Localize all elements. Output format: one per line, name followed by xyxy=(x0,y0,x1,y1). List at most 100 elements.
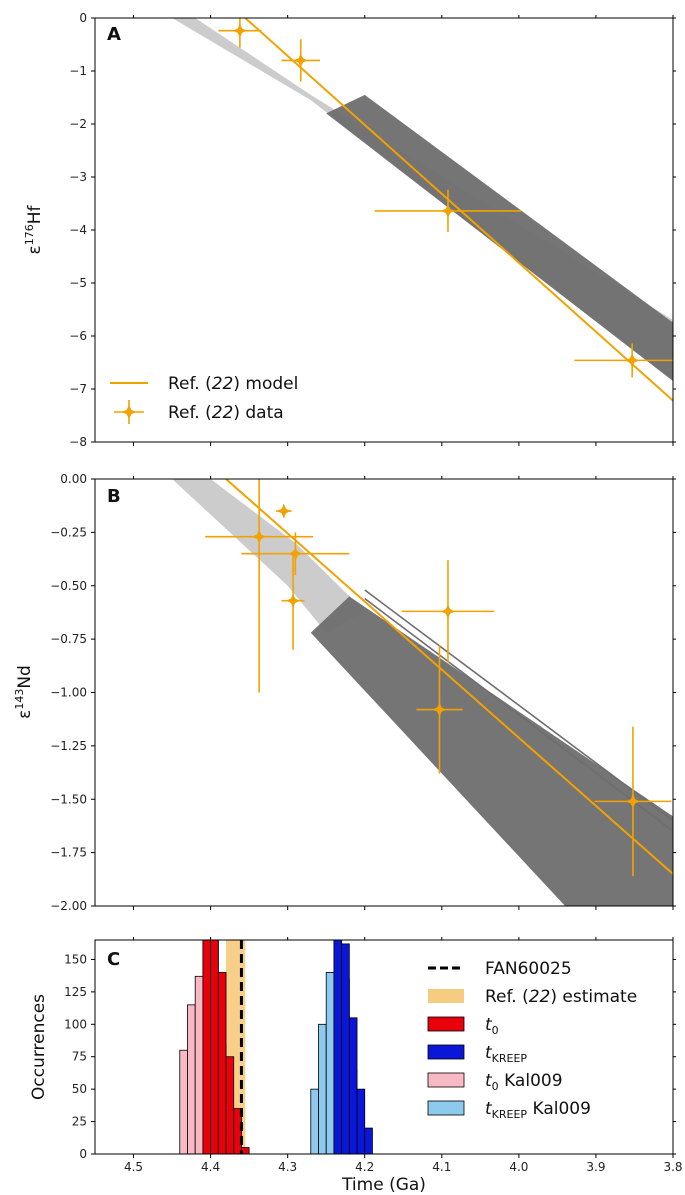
panel-c-xlabel: Time (Ga) xyxy=(341,1175,426,1195)
hist-bar-tkreep xyxy=(356,1088,366,1154)
hist-bar-t0 xyxy=(217,972,227,1154)
y-tick-label: −0.50 xyxy=(50,579,87,593)
data-point xyxy=(218,18,262,48)
y-tick-label: −2 xyxy=(69,117,87,131)
x-tick-label: 4.5 xyxy=(124,1160,143,1174)
panel-c-ylabel: Occurrences xyxy=(29,994,49,1100)
model-thin-line xyxy=(364,597,673,832)
y-tick-label: −1.50 xyxy=(50,792,87,806)
legend-estimate-label: Ref. (22) estimate xyxy=(485,987,637,1007)
data-marker xyxy=(625,794,640,809)
y-tick-label: −0.75 xyxy=(50,632,87,646)
legend-tkreep-kal-label: tKREEP Kal009 xyxy=(485,1099,591,1121)
x-tick-label: 4.2 xyxy=(355,1160,374,1174)
legend-tkreep-label: tKREEP xyxy=(485,1043,527,1065)
y-tick-label: −8 xyxy=(69,435,87,449)
y-tick-label: −1.00 xyxy=(50,686,87,700)
data-marker xyxy=(276,504,291,519)
legend-tkreep-kal-swatch xyxy=(427,1100,465,1116)
panel-b: 0.00 −0.25 −0.50 −0.75 −1.00 −1.25 −1.50 −1.75 −… xyxy=(13,472,676,913)
y-tick-label: −4 xyxy=(69,223,87,237)
y-tick-label: 0 xyxy=(79,11,87,25)
model-band-light xyxy=(172,18,673,382)
hist-bar-t0_kal xyxy=(187,1004,196,1154)
y-tick-label: −6 xyxy=(69,329,87,343)
legend-t0-label: t0 xyxy=(485,1015,499,1037)
ref-model-line xyxy=(244,18,673,402)
legend-estimate-swatch xyxy=(428,989,464,1003)
hist-bar-tkreep_kal xyxy=(310,1088,319,1154)
data-point xyxy=(281,39,321,82)
ref-model-line xyxy=(225,479,673,875)
data-marker xyxy=(440,203,455,218)
data-point xyxy=(594,726,672,877)
data-point xyxy=(416,645,463,774)
x-tick-label: 4.4 xyxy=(201,1160,220,1174)
y-tick-label: 125 xyxy=(64,985,87,999)
legend-data-swatch xyxy=(114,400,144,424)
y-tick-label: 150 xyxy=(64,952,87,966)
x-tick-label: 4.3 xyxy=(278,1160,297,1174)
data-marker xyxy=(625,353,640,368)
y-tick-label: 75 xyxy=(72,1050,87,1064)
legend-model-text: Ref. ( xyxy=(168,374,212,394)
y-tick-label: 25 xyxy=(72,1115,87,1129)
legend-fan-label: FAN60025 xyxy=(485,959,572,979)
panel-a-letter: A xyxy=(107,24,121,45)
legend-t0-kal-swatch xyxy=(427,1072,465,1088)
y-tick-label: −1 xyxy=(69,64,87,78)
panel-c: 4.5 4.4 4.3 4.2 4.1 4.0 3.9 3.8 0 25 50 75 100 125 150… xyxy=(29,937,683,1195)
y-tick-label: −3 xyxy=(69,170,87,184)
y-tick-label: −1.25 xyxy=(50,739,87,753)
y-tick-label: 0 xyxy=(79,1147,87,1161)
hist-bar-t0 xyxy=(210,940,219,1154)
data-point xyxy=(241,532,350,576)
hist-bar-tkreep xyxy=(364,1127,373,1154)
panel-c-legend: FAN60025 Ref. (22) estimate t0 tKREEP t0… xyxy=(427,959,637,1121)
y-tick-label: 50 xyxy=(72,1082,87,1096)
data-marker xyxy=(252,529,267,544)
hist-bar-tkreep_kal xyxy=(318,1023,327,1154)
data-point xyxy=(276,504,292,519)
legend-model-label: Ref. (22) model xyxy=(168,374,298,394)
panel-b-ylabel: ε143Nd xyxy=(13,665,35,719)
hist-bar-t0_kal xyxy=(194,975,204,1154)
hist-bar-t0_kal xyxy=(179,1049,188,1154)
data-marker xyxy=(288,546,303,561)
data-marker xyxy=(432,702,447,717)
model-band-dark xyxy=(310,596,673,906)
data-point xyxy=(401,560,495,663)
model-thin-line xyxy=(364,589,673,822)
legend-tkreep-swatch xyxy=(427,1044,465,1060)
hist-bar-t0 xyxy=(202,940,211,1154)
data-marker xyxy=(293,53,308,68)
model-band-dark xyxy=(326,94,673,382)
panel-a-ylabel: ε176Hf xyxy=(23,205,45,255)
y-tick-label: −7 xyxy=(69,382,87,396)
y-tick-label: −0.25 xyxy=(50,525,87,539)
data-point xyxy=(374,189,522,233)
hist-bar-tkreep xyxy=(341,943,350,1154)
panel-c-letter: C xyxy=(107,949,120,970)
x-tick-label: 4.0 xyxy=(509,1160,528,1174)
panel-c-frame xyxy=(94,939,674,1155)
y-tick-label: −5 xyxy=(69,276,87,290)
panel-a-legend: Ref. (22) model Ref. (22) data xyxy=(110,374,298,424)
hist-bar-t0 xyxy=(233,1108,242,1154)
hist-bar-tkreep xyxy=(348,1017,358,1154)
data-point xyxy=(281,551,305,650)
panel-b-letter: B xyxy=(107,486,121,507)
legend-t0-swatch xyxy=(427,1016,465,1032)
panel-a: 0 −1 −2 −3 −4 −5 −6 −7 −8 A ε176Hf Ref. (22) mod… xyxy=(23,11,676,449)
hist-bar-t0 xyxy=(225,1056,235,1154)
data-marker xyxy=(232,23,247,38)
model-band-light xyxy=(172,479,365,633)
hist-bar-tkreep_kal xyxy=(325,972,335,1154)
y-tick-label: 100 xyxy=(64,1017,87,1031)
data-marker xyxy=(440,604,455,619)
y-tick-label: −1.75 xyxy=(50,846,87,860)
data-point xyxy=(574,343,673,378)
x-tick-label: 3.8 xyxy=(663,1160,682,1174)
y-tick-label: 0.00 xyxy=(60,472,87,486)
